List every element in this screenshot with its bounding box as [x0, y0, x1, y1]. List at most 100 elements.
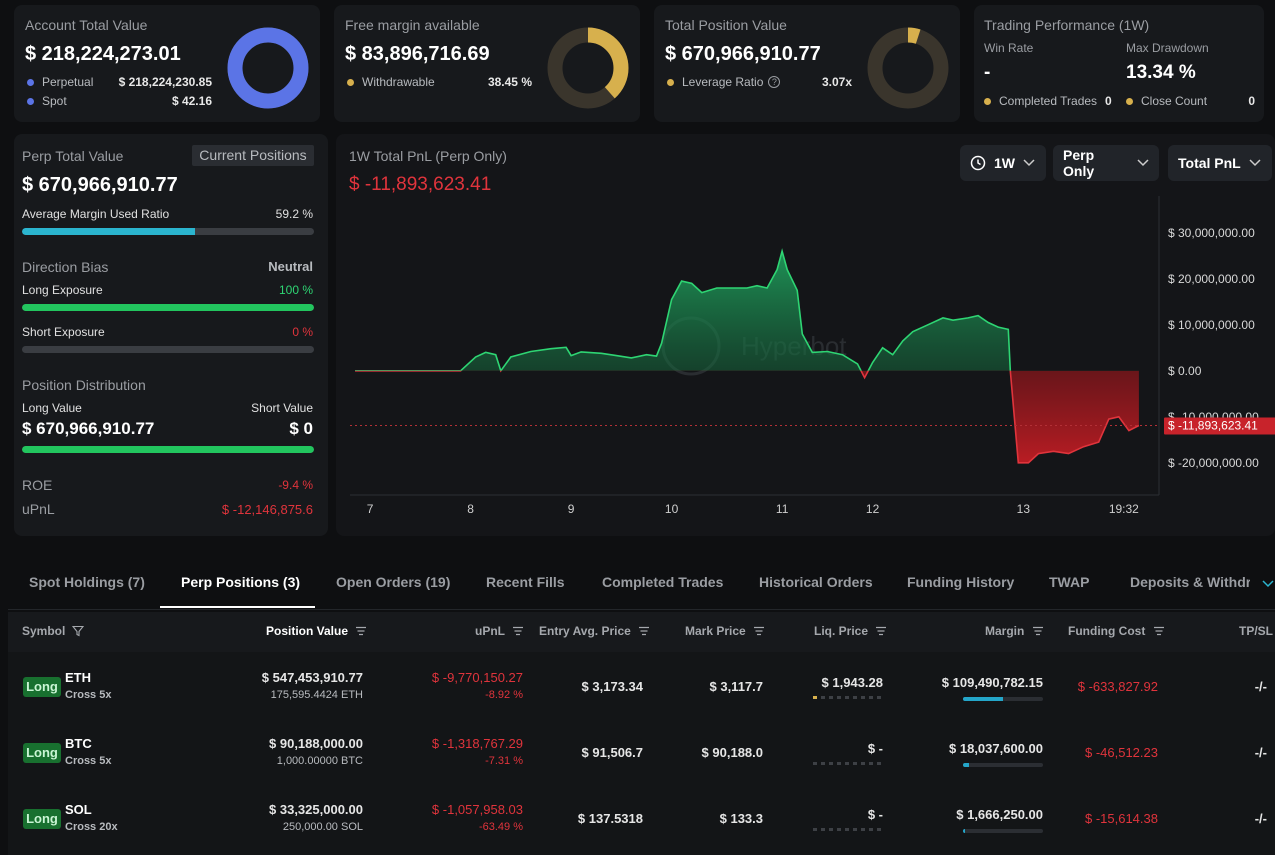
table-row[interactable]: Long ETH Cross 5x $ 547,453,910.77 175,5…	[8, 652, 1275, 718]
filter-icon[interactable]	[71, 625, 84, 637]
tab-spot-holdings[interactable]: Spot Holdings (7)	[29, 574, 145, 590]
completed-dot-icon	[984, 97, 991, 105]
symbol-name[interactable]: BTC	[65, 736, 92, 751]
tab-open-orders[interactable]: Open Orders (19)	[336, 574, 451, 590]
table-row[interactable]: Long BTC Cross 5x $ 90,188,000.00 1,000.…	[8, 718, 1275, 784]
margin-mode: Cross 20x	[65, 821, 118, 833]
side-badge: Long	[23, 677, 61, 697]
performance-title: Trading Performance (1W)	[984, 17, 1150, 33]
margin-donut	[547, 27, 629, 109]
close-count-dot-icon	[1126, 97, 1133, 105]
short-exposure-value: 0 %	[292, 325, 313, 339]
free-margin-card: Free margin available $ 83,896,716.69 Wi…	[334, 5, 640, 122]
x-tick-label: 8	[467, 502, 474, 516]
sort-icon[interactable]	[871, 624, 887, 638]
scope-dropdown[interactable]: Perp Only	[1053, 145, 1159, 181]
pnl-chart-panel	[336, 134, 1275, 536]
side-badge: Long	[23, 809, 61, 829]
tabs-more-chevron-icon[interactable]	[1262, 580, 1274, 588]
sort-icon[interactable]	[508, 624, 524, 638]
help-icon[interactable]: ?	[768, 76, 781, 88]
tab-completed-trades[interactable]: Completed Trades	[602, 574, 724, 590]
sort-icon[interactable]	[1028, 624, 1044, 638]
spot-dot-icon	[27, 97, 34, 105]
funding-cost: $ -46,512.23	[1084, 745, 1158, 760]
th-symbol-label: Symbol	[22, 624, 66, 638]
long-exposure-bar	[22, 304, 314, 311]
sort-icon[interactable]	[351, 624, 367, 638]
th-position-value-label: Position Value	[266, 624, 349, 638]
roe-label: ROE	[22, 477, 53, 493]
th-margin[interactable]: Margin	[985, 624, 1044, 638]
current-positions-button[interactable]: Current Positions	[192, 145, 314, 166]
tab-funding-history[interactable]: Funding History	[907, 574, 1015, 590]
sort-icon[interactable]	[1149, 624, 1165, 638]
leverage-label: Leverage Ratio	[682, 75, 764, 89]
long-value-amount: $ 670,966,910.77	[22, 419, 155, 438]
th-entry-price[interactable]: Entry Avg. Price	[539, 624, 650, 638]
funding-cost: $ -15,614.38	[1084, 811, 1158, 826]
pnl-line-positive	[355, 248, 1012, 371]
spot-row: Spot	[27, 94, 67, 108]
margin-bar	[963, 697, 1043, 701]
th-symbol[interactable]: Symbol	[22, 624, 84, 638]
account-total-title: Account Total Value	[25, 17, 148, 33]
th-tpsl: TP/SL	[1239, 624, 1274, 638]
position-value: $ 547,453,910.77	[261, 670, 363, 685]
withdrawable-value: 38.45 %	[487, 75, 532, 89]
tab-perp-positions[interactable]: Perp Positions (3)	[181, 574, 301, 590]
completed-trades-label: Completed Trades	[999, 94, 1098, 108]
total-position-value: $ 670,966,910.77	[665, 43, 821, 65]
max-drawdown-value: 13.34 %	[1126, 62, 1196, 83]
symbol-name[interactable]: ETH	[65, 670, 91, 685]
direction-bias-value: Neutral	[268, 259, 313, 274]
sort-icon[interactable]	[634, 624, 650, 638]
margin-ratio-value: 59.2 %	[275, 207, 313, 221]
tab-bar: Spot Holdings (7) Perp Positions (3) Ope…	[8, 560, 1275, 610]
th-margin-label: Margin	[985, 624, 1025, 638]
total-position-card: Total Position Value $ 670,966,910.77 Le…	[654, 5, 960, 122]
tab-recent-fills[interactable]: Recent Fills	[486, 574, 565, 590]
th-position-value[interactable]: Position Value	[266, 624, 367, 638]
liq-distance-bar	[813, 828, 884, 831]
table-row[interactable]: Long SOL Cross 20x $ 33,325,000.00 250,0…	[8, 784, 1275, 850]
tab-deposits-withdrawals[interactable]: Deposits & Withdra	[1130, 574, 1250, 590]
direction-bias-label: Direction Bias	[22, 259, 109, 275]
free-margin-title: Free margin available	[345, 17, 480, 33]
leverage-dot-icon	[667, 78, 674, 86]
th-entry-label: Entry Avg. Price	[539, 624, 631, 638]
clock-icon	[970, 155, 986, 171]
th-upnl[interactable]: uPnL	[475, 624, 524, 638]
range-dropdown[interactable]: 1W	[960, 145, 1046, 181]
upnl-value: $ -12,146,875.6	[221, 502, 313, 517]
tab-historical-orders[interactable]: Historical Orders	[759, 574, 873, 590]
total-position-title: Total Position Value	[665, 17, 787, 33]
y-tick-label: $ -20,000,000.00	[1168, 456, 1259, 470]
sort-icon[interactable]	[749, 624, 765, 638]
th-funding-cost[interactable]: Funding Cost	[1068, 624, 1165, 638]
th-mark-price[interactable]: Mark Price	[685, 624, 765, 638]
long-exposure-label: Long Exposure	[22, 283, 103, 297]
th-liq-label: Liq. Price	[814, 624, 869, 638]
position-size: 250,000.00 SOL	[282, 821, 363, 833]
tab-twap[interactable]: TWAP	[1049, 574, 1090, 590]
free-margin-value: $ 83,896,716.69	[345, 43, 490, 65]
x-tick-label: 13	[1017, 502, 1031, 516]
y-tick-label: $ 0.00	[1168, 364, 1202, 378]
metric-dropdown[interactable]: Total PnL	[1168, 145, 1272, 181]
th-liq-price[interactable]: Liq. Price	[814, 624, 887, 638]
symbol-name[interactable]: SOL	[65, 802, 92, 817]
tpsl-value[interactable]: -/-	[1254, 811, 1267, 826]
margin-bar	[963, 763, 1043, 767]
mark-price: $ 90,188.0	[701, 745, 763, 760]
position-distribution-bar	[22, 446, 314, 453]
pnl-chart[interactable]: Hyperbot$ 30,000,000.00$ 20,000,000.00$ …	[336, 190, 1275, 530]
pnl-line-negative	[355, 370, 1140, 464]
perpetual-value: $ 218,224,230.85	[118, 75, 212, 89]
upnl-percent: -8.92 %	[485, 689, 523, 701]
position-size: 175,595.4424 ETH	[270, 689, 363, 701]
perp-summary-panel: Perp Total Value Current Positions $ 670…	[14, 134, 328, 536]
tpsl-value[interactable]: -/-	[1254, 745, 1267, 760]
liq-distance-fill	[813, 696, 817, 699]
tpsl-value[interactable]: -/-	[1254, 679, 1267, 694]
